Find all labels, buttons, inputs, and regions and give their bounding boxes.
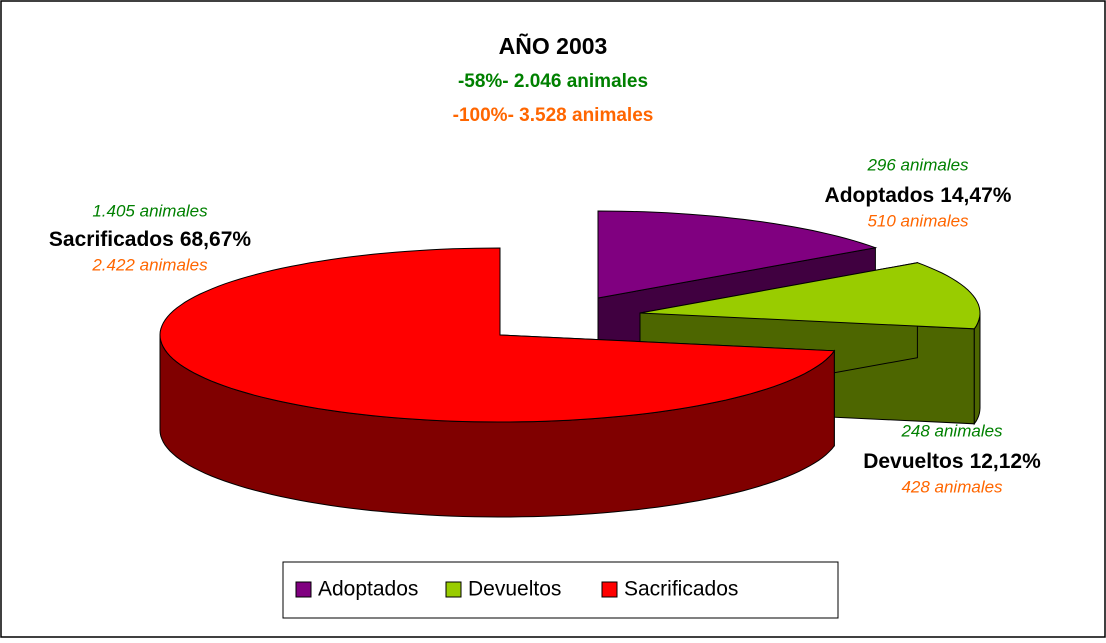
data-label-name: Devueltos (863, 450, 963, 473)
data-label-name: Sacrificados (49, 228, 174, 251)
slice (597, 210, 878, 299)
data-label: Adoptados 14,47% (825, 184, 1012, 207)
slice-note: 296 animales (866, 155, 969, 174)
legend-label: Devueltos (468, 578, 561, 601)
data-label-value: 14,47% (940, 184, 1012, 207)
legend-label: Adoptados (318, 578, 418, 601)
slice (159, 247, 836, 423)
legend-box (282, 561, 839, 619)
data-label: Sacrificados 68,67% (49, 228, 251, 251)
data-label-value: 12,12% (970, 450, 1042, 473)
plot (159, 210, 981, 518)
slice-note: 510 animales (867, 211, 969, 230)
slice-note: 428 animales (901, 477, 1003, 496)
chart-subtitle: -100%- 3.528 animales (453, 105, 654, 126)
legend-swatch (295, 581, 312, 598)
slice-note: 248 animales (900, 421, 1003, 440)
legend-swatch (445, 581, 462, 598)
data-label-value: 68,67% (180, 228, 252, 251)
data-label-name: Adoptados (825, 184, 935, 207)
slice (639, 262, 981, 330)
slice-side (973, 312, 981, 426)
data-label: Devueltos 12,12% (863, 450, 1041, 473)
slice-note: 1.405 animales (92, 201, 208, 220)
legend-label: Sacrificados (624, 578, 738, 601)
chart-subtitle: -58%- 2.046 animales (458, 71, 648, 92)
slice-note: 2.422 animales (91, 255, 208, 274)
chart-title: AÑO 2003 (499, 32, 608, 59)
legend-swatch (601, 581, 618, 598)
